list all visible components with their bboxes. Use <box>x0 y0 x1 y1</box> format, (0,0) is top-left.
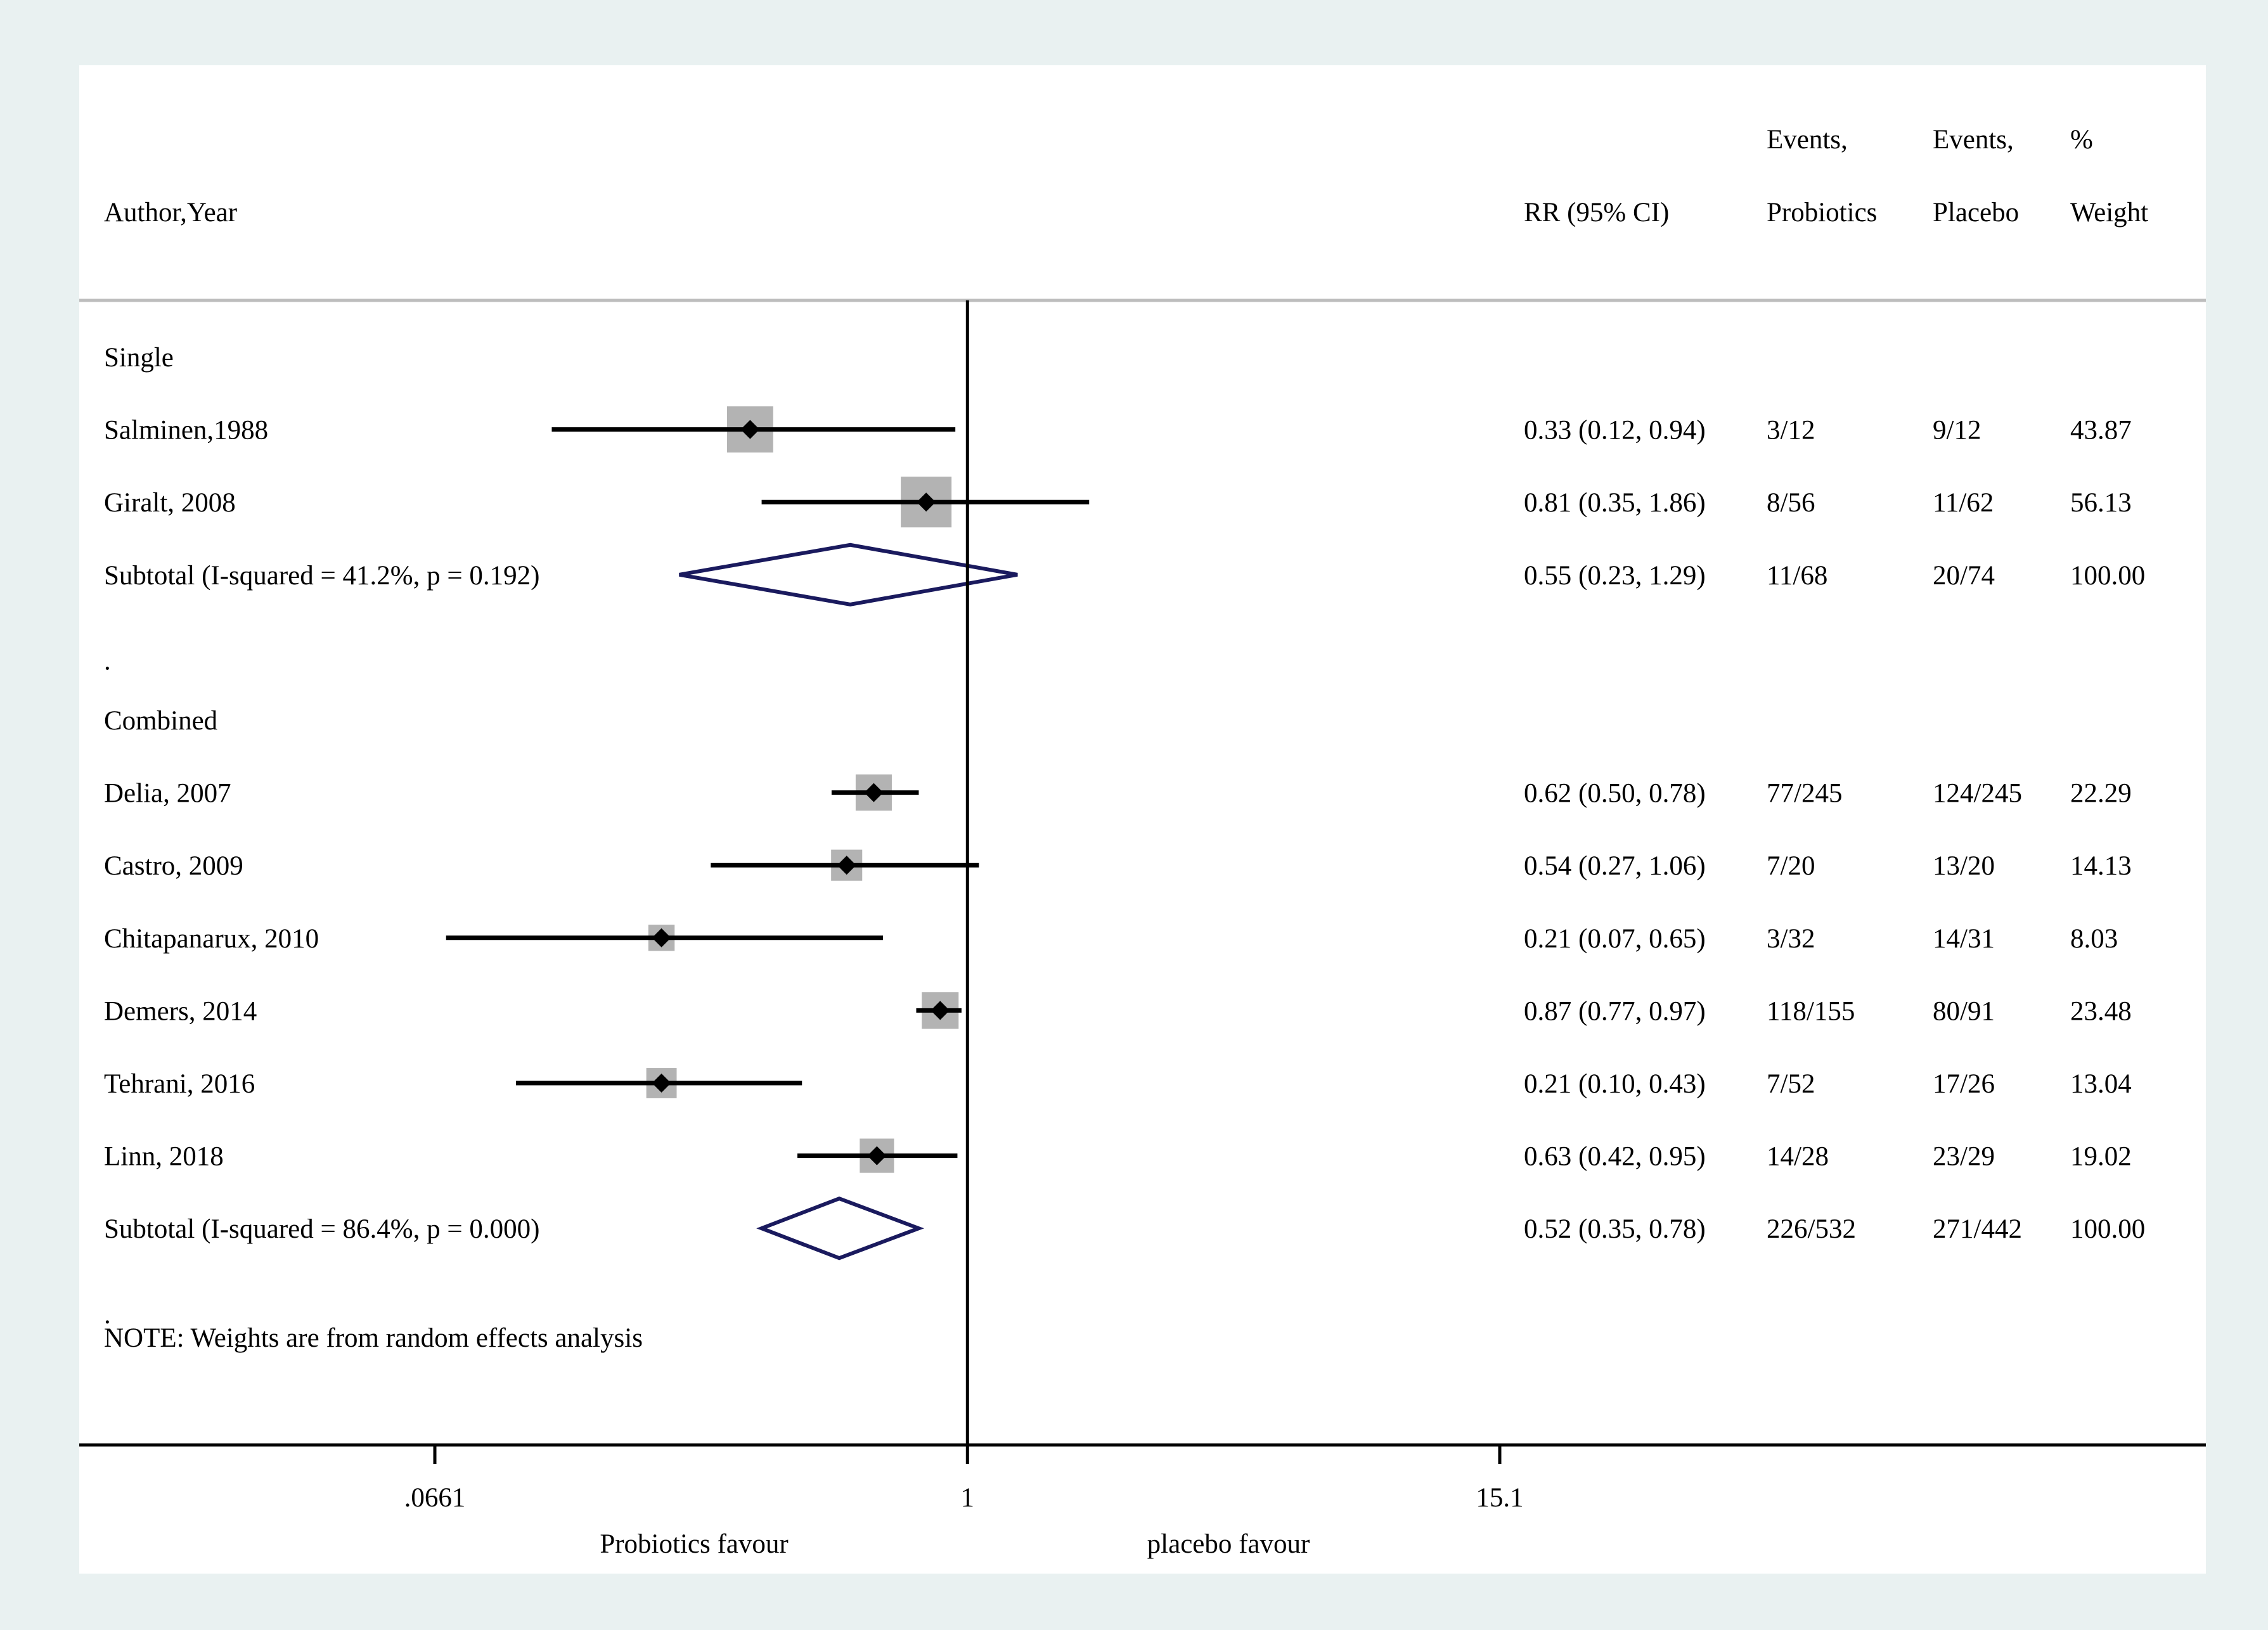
events-probiotics-value: 8/56 <box>1767 488 1815 518</box>
events-placebo-value: 13/20 <box>1933 851 1995 881</box>
rr-ci-value: 0.21 (0.10, 0.43) <box>1524 1069 1706 1099</box>
events-probiotics-value: 11/68 <box>1767 561 1827 591</box>
group-label: Combined <box>104 706 217 736</box>
left-favour-label: Probiotics favour <box>600 1529 788 1559</box>
events-placebo-value: 9/12 <box>1933 416 1981 446</box>
spacer-dot: . <box>104 1300 111 1330</box>
events-placebo-value: 23/29 <box>1933 1142 1995 1172</box>
events-probiotics-value: 7/20 <box>1767 851 1815 881</box>
study-label: Giralt, 2008 <box>104 488 236 518</box>
weight-value: 8.03 <box>2070 924 2118 954</box>
study-label: Castro, 2009 <box>104 851 243 881</box>
point-estimate <box>740 420 760 439</box>
group-label: Single <box>104 343 174 373</box>
header-weight-line1: % <box>2070 125 2093 155</box>
study-label: Tehrani, 2016 <box>104 1069 255 1099</box>
header-events-probiotics-line2: Probiotics <box>1767 198 1877 228</box>
subtotal-label: Subtotal (I-squared = 41.2%, p = 0.192) <box>104 561 539 591</box>
events-probiotics-value: 3/12 <box>1767 416 1815 446</box>
header-rr: RR (95% CI) <box>1524 198 1669 228</box>
events-probiotics-value: 118/155 <box>1767 996 1855 1026</box>
events-placebo-value: 271/442 <box>1933 1214 2022 1244</box>
point-estimate <box>652 928 671 947</box>
point-estimate <box>652 1074 671 1093</box>
weight-value: 23.48 <box>2070 996 2132 1026</box>
events-placebo-value: 124/245 <box>1933 779 2022 809</box>
weight-value: 13.04 <box>2070 1069 2132 1099</box>
rr-ci-value: 0.55 (0.23, 1.29) <box>1524 561 1706 591</box>
weight-value: 43.87 <box>2070 416 2132 446</box>
spacer-dot: . <box>104 646 111 676</box>
events-placebo-value: 20/74 <box>1933 561 1995 591</box>
right-favour-label: placebo favour <box>1147 1529 1310 1559</box>
events-placebo-value: 80/91 <box>1933 996 1995 1026</box>
weight-value: 22.29 <box>2070 779 2132 809</box>
rr-ci-value: 0.81 (0.35, 1.86) <box>1524 488 1706 518</box>
subtotal-diamond <box>756 1196 924 1261</box>
events-probiotics-value: 14/28 <box>1767 1142 1829 1172</box>
point-estimate <box>864 783 884 802</box>
point-estimate <box>917 492 936 512</box>
weight-value: 100.00 <box>2070 561 2145 591</box>
events-probiotics-value: 77/245 <box>1767 779 1842 809</box>
study-label: Salminen,1988 <box>104 416 268 446</box>
header-study: Author,Year <box>104 198 237 228</box>
header-events-placebo-line2: Placebo <box>1933 198 2019 228</box>
weight-value: 14.13 <box>2070 851 2132 881</box>
point-estimate <box>837 856 856 875</box>
x-tick-label: 1 <box>961 1483 975 1513</box>
events-placebo-value: 17/26 <box>1933 1069 1995 1099</box>
header-events-probiotics-line1: Events, <box>1767 125 1848 155</box>
weight-value: 100.00 <box>2070 1214 2145 1244</box>
events-probiotics-value: 226/532 <box>1767 1214 1856 1244</box>
point-estimate <box>867 1146 887 1165</box>
rr-ci-value: 0.33 (0.12, 0.94) <box>1524 416 1706 446</box>
note-text: NOTE: Weights are from random effects an… <box>104 1323 643 1353</box>
header-weight-line2: Weight <box>2070 198 2148 228</box>
events-probiotics-value: 7/52 <box>1767 1069 1815 1099</box>
study-label: Delia, 2007 <box>104 779 231 809</box>
rr-ci-value: 0.63 (0.42, 0.95) <box>1524 1142 1706 1172</box>
weight-value: 19.02 <box>2070 1142 2132 1172</box>
rows-layer: Single Salminen,1988 0.33 (0.12, 0.94) 3/12… <box>104 343 2145 1330</box>
events-probiotics-value: 3/32 <box>1767 924 1815 954</box>
plot-panel <box>79 65 2206 1574</box>
header-events-placebo-line1: Events, <box>1933 125 2014 155</box>
rr-ci-value: 0.54 (0.27, 1.06) <box>1524 851 1706 881</box>
study-label: Chitapanarux, 2010 <box>104 924 319 954</box>
rr-ci-value: 0.52 (0.35, 0.78) <box>1524 1214 1706 1244</box>
study-label: Demers, 2014 <box>104 996 257 1026</box>
rr-ci-value: 0.21 (0.07, 0.65) <box>1524 924 1706 954</box>
rr-ci-value: 0.87 (0.77, 0.97) <box>1524 996 1706 1026</box>
point-estimate <box>931 1001 950 1020</box>
x-tick-label: .0661 <box>404 1483 466 1513</box>
rr-ci-value: 0.62 (0.50, 0.78) <box>1524 779 1706 809</box>
subtotal-label: Subtotal (I-squared = 86.4%, p = 0.000) <box>104 1214 539 1244</box>
study-label: Linn, 2018 <box>104 1142 224 1172</box>
events-placebo-value: 14/31 <box>1933 924 1995 954</box>
subtotal-diamond <box>679 542 1018 606</box>
x-tick-label: 15.1 <box>1476 1483 1523 1513</box>
weight-value: 56.13 <box>2070 488 2132 518</box>
events-placebo-value: 11/62 <box>1933 488 1994 518</box>
x-axis: .0661 1 15.1 <box>404 1445 1524 1513</box>
